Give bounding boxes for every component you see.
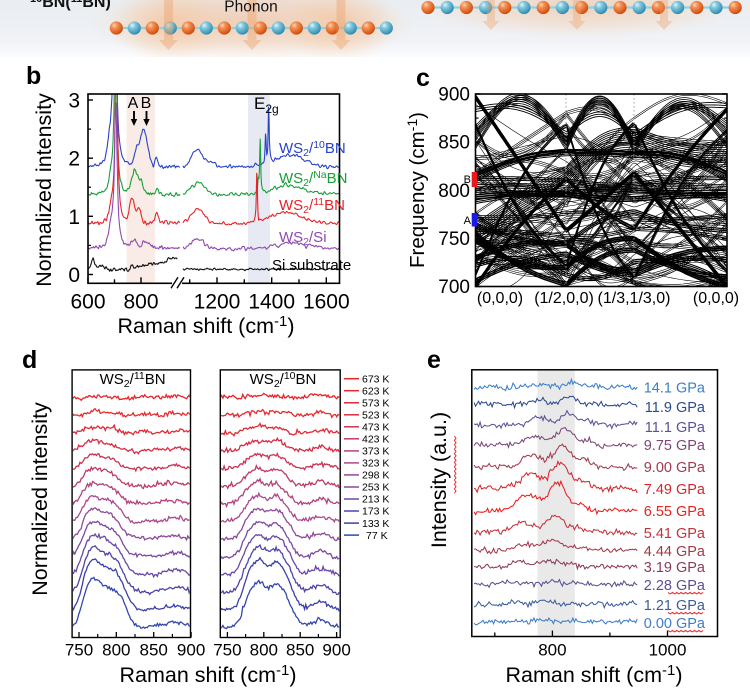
svg-text:9.00 GPa: 9.00 GPa xyxy=(644,460,706,476)
svg-text:Normalized intensity: Normalized intensity xyxy=(32,93,56,287)
svg-text:1: 1 xyxy=(68,206,80,229)
svg-text:10BN(11BN): 10BN(11BN) xyxy=(30,0,111,11)
svg-text:d: d xyxy=(22,346,37,374)
svg-text:1600: 1600 xyxy=(303,291,350,314)
svg-text:850: 850 xyxy=(140,641,168,660)
svg-text:b: b xyxy=(26,62,41,90)
svg-text:Intensity (a.u.): Intensity (a.u.) xyxy=(427,412,451,548)
svg-text:323 K: 323 K xyxy=(362,458,389,470)
svg-text:WS2/10BN: WS2/10BN xyxy=(279,139,346,159)
svg-text:WS2/Si: WS2/Si xyxy=(279,229,327,248)
svg-text:(0,0,0): (0,0,0) xyxy=(477,290,523,307)
svg-text:Raman shift (cm-1): Raman shift (cm-1) xyxy=(505,662,682,687)
svg-text:Normalized intensity: Normalized intensity xyxy=(28,402,52,596)
svg-text:2.28 GPa: 2.28 GPa xyxy=(644,578,706,594)
svg-text:5.41 GPa: 5.41 GPa xyxy=(644,526,706,542)
svg-text:800: 800 xyxy=(538,641,566,660)
svg-text:253 K: 253 K xyxy=(362,482,389,494)
svg-text:850: 850 xyxy=(438,133,470,154)
svg-text:213 K: 213 K xyxy=(362,494,389,506)
svg-text:173 K: 173 K xyxy=(362,506,389,518)
svg-text:523 K: 523 K xyxy=(362,410,389,422)
svg-text:A: A xyxy=(464,215,472,227)
svg-text:1.21 GPa: 1.21 GPa xyxy=(644,598,706,614)
svg-text:e: e xyxy=(427,346,441,374)
svg-text:800: 800 xyxy=(102,641,130,660)
svg-text:800: 800 xyxy=(250,641,278,660)
svg-text:1000: 1000 xyxy=(649,641,687,660)
svg-text:298 K: 298 K xyxy=(362,470,389,482)
svg-text:(0,0,0): (0,0,0) xyxy=(693,290,739,307)
svg-text:1400: 1400 xyxy=(248,291,295,314)
svg-text:750: 750 xyxy=(65,641,93,660)
svg-text:Raman shift (cm-1): Raman shift (cm-1) xyxy=(117,313,294,338)
svg-text:WS2/10BN: WS2/10BN xyxy=(250,370,317,390)
svg-text:11.1 GPa: 11.1 GPa xyxy=(645,420,706,436)
svg-text:7.49 GPa: 7.49 GPa xyxy=(644,482,706,498)
svg-text:1200: 1200 xyxy=(194,291,241,314)
svg-text:WS2/NaBN: WS2/NaBN xyxy=(279,169,347,189)
svg-text:750: 750 xyxy=(438,229,470,250)
svg-text:A: A xyxy=(128,95,139,112)
svg-text:Phonon: Phonon xyxy=(224,0,277,16)
svg-text:573 K: 573 K xyxy=(362,398,389,410)
svg-text:11.9 GPa: 11.9 GPa xyxy=(645,400,706,416)
svg-text:B: B xyxy=(464,174,471,186)
svg-text:c: c xyxy=(416,64,430,92)
svg-text:77 K: 77 K xyxy=(366,530,388,542)
svg-text:14.1 GPa: 14.1 GPa xyxy=(644,381,706,397)
svg-text:Raman shift (cm-1): Raman shift (cm-1) xyxy=(119,662,296,687)
svg-text:473 K: 473 K xyxy=(362,422,389,434)
svg-text:Frequency (cm-1): Frequency (cm-1) xyxy=(404,112,429,268)
svg-text:9.75 GPa: 9.75 GPa xyxy=(644,438,706,454)
svg-text:2: 2 xyxy=(68,148,80,171)
svg-text:423 K: 423 K xyxy=(362,434,389,446)
svg-text:3: 3 xyxy=(68,90,80,113)
svg-text:4.44 GPa: 4.44 GPa xyxy=(644,544,706,560)
svg-text:(1/3,1/3,0): (1/3,1/3,0) xyxy=(598,290,671,307)
svg-text:850: 850 xyxy=(286,641,314,660)
svg-text:750: 750 xyxy=(213,641,241,660)
svg-text:0: 0 xyxy=(68,264,80,287)
svg-text:673 K: 673 K xyxy=(362,373,389,385)
svg-text:WS2/11BN: WS2/11BN xyxy=(100,370,166,390)
svg-text:900: 900 xyxy=(438,85,470,106)
svg-text:(1/2,0,0): (1/2,0,0) xyxy=(534,290,594,307)
svg-text:E2g: E2g xyxy=(254,94,279,116)
svg-text:800: 800 xyxy=(123,291,158,314)
svg-text:Si substrate: Si substrate xyxy=(272,257,351,274)
svg-text:WS2/11BN: WS2/11BN xyxy=(279,196,345,216)
svg-text:600: 600 xyxy=(70,291,105,314)
svg-text:900: 900 xyxy=(322,641,350,660)
svg-text:373 K: 373 K xyxy=(362,446,389,458)
svg-text:6.55 GPa: 6.55 GPa xyxy=(644,504,706,520)
svg-text:900: 900 xyxy=(177,641,205,660)
svg-text:3.19 GPa: 3.19 GPa xyxy=(644,560,706,576)
svg-text:800: 800 xyxy=(438,181,470,202)
svg-text:133 K: 133 K xyxy=(362,518,389,530)
svg-text:623 K: 623 K xyxy=(362,385,389,397)
svg-text:0.00 GPa: 0.00 GPa xyxy=(644,616,706,632)
svg-text:B: B xyxy=(141,95,152,112)
svg-text:700: 700 xyxy=(438,277,470,298)
